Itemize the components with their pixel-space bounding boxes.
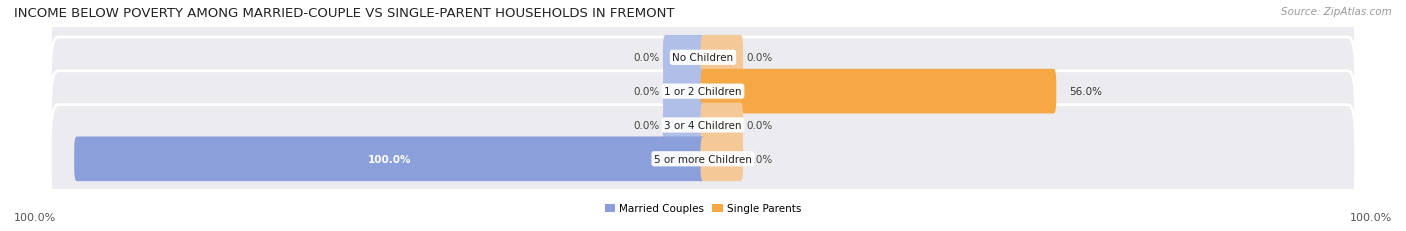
FancyBboxPatch shape [662,36,706,80]
FancyBboxPatch shape [662,70,706,114]
Text: 0.0%: 0.0% [633,53,659,63]
Text: 100.0%: 100.0% [1350,212,1392,222]
FancyBboxPatch shape [662,103,706,148]
Legend: Married Couples, Single Parents: Married Couples, Single Parents [605,203,801,213]
Text: 0.0%: 0.0% [633,120,659,130]
Text: 1 or 2 Children: 1 or 2 Children [664,87,742,97]
FancyBboxPatch shape [75,137,706,181]
Text: 0.0%: 0.0% [747,53,773,63]
Text: INCOME BELOW POVERTY AMONG MARRIED-COUPLE VS SINGLE-PARENT HOUSEHOLDS IN FREMONT: INCOME BELOW POVERTY AMONG MARRIED-COUPL… [14,7,675,20]
Text: 0.0%: 0.0% [747,154,773,164]
FancyBboxPatch shape [700,103,744,148]
FancyBboxPatch shape [51,4,1355,112]
Text: 3 or 4 Children: 3 or 4 Children [664,120,742,130]
Text: 100.0%: 100.0% [368,154,412,164]
Text: Source: ZipAtlas.com: Source: ZipAtlas.com [1281,7,1392,17]
Text: 100.0%: 100.0% [14,212,56,222]
FancyBboxPatch shape [51,105,1355,213]
Text: 5 or more Children: 5 or more Children [654,154,752,164]
FancyBboxPatch shape [51,72,1355,179]
FancyBboxPatch shape [51,38,1355,146]
FancyBboxPatch shape [700,36,744,80]
Text: No Children: No Children [672,53,734,63]
Text: 0.0%: 0.0% [747,120,773,130]
FancyBboxPatch shape [700,70,1056,114]
Text: 56.0%: 56.0% [1070,87,1102,97]
FancyBboxPatch shape [700,137,744,181]
Text: 0.0%: 0.0% [633,87,659,97]
